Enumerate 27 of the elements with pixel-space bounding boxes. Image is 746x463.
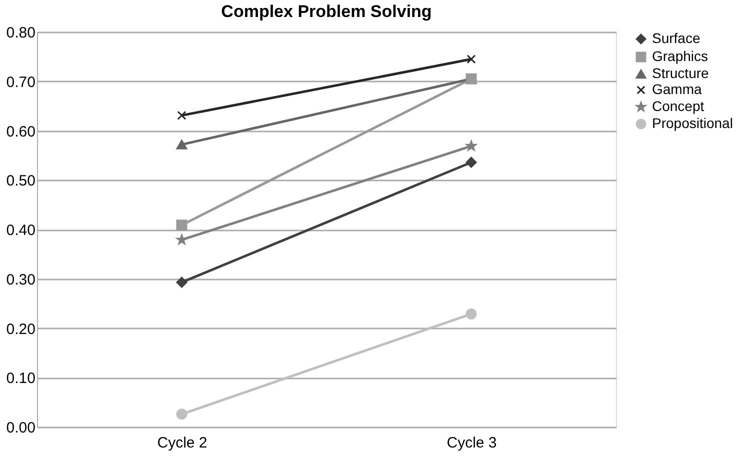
point bbox=[466, 156, 477, 168]
y-tick-label: 0.30 bbox=[6, 271, 36, 288]
point bbox=[466, 54, 476, 64]
point bbox=[176, 408, 188, 420]
y-tick-label: 0.80 bbox=[6, 24, 36, 42]
legend-label: Surface bbox=[652, 30, 700, 46]
point bbox=[176, 234, 188, 244]
legend-label: Structure bbox=[652, 65, 710, 81]
y-tick-label: 0.10 bbox=[6, 370, 36, 388]
y-tick-label: 0.40 bbox=[6, 222, 36, 239]
point bbox=[466, 308, 477, 320]
point bbox=[176, 276, 188, 288]
legend-label: Gamma bbox=[652, 81, 702, 97]
point bbox=[177, 110, 186, 120]
x-tick-label: Cycle 2 bbox=[157, 434, 208, 452]
legend-label: Concept bbox=[652, 98, 704, 114]
y-tick-label: 0.00 bbox=[6, 420, 36, 436]
y-tick-label: 0.60 bbox=[6, 123, 36, 140]
chart-title: Complex Problem Solving bbox=[221, 2, 432, 21]
point bbox=[176, 220, 188, 231]
x-tick-label: Cycle 3 bbox=[446, 434, 497, 452]
point bbox=[466, 140, 477, 151]
y-tick-label: 0.70 bbox=[6, 74, 36, 91]
y-tick-label: 0.20 bbox=[6, 320, 36, 338]
y-tick-label: 0.50 bbox=[6, 172, 36, 190]
legend-label: Propositional bbox=[652, 115, 733, 131]
legend-label: Graphics bbox=[652, 48, 708, 64]
